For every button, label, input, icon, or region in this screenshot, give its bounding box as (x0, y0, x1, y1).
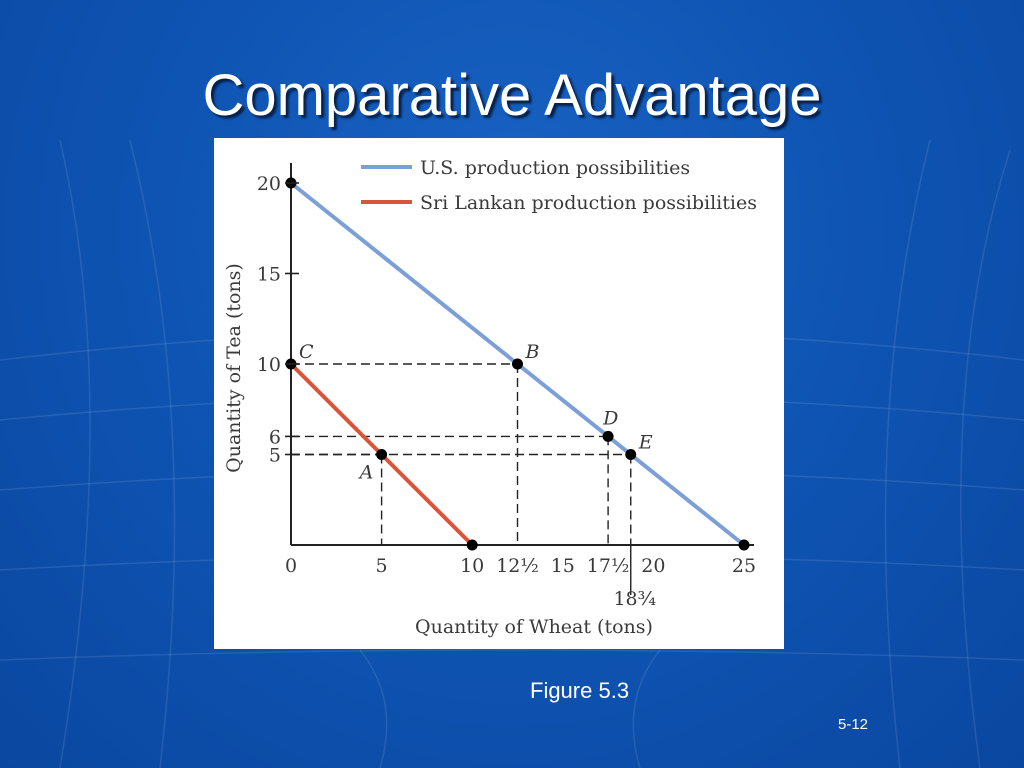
point-B (512, 358, 523, 370)
point-label-A: A (358, 462, 374, 484)
y-tick-label-2: 10 (257, 354, 281, 376)
x-tick-label-4: 15 (551, 555, 575, 577)
x-tick-label-6: 20 (641, 555, 665, 577)
y-tick-label-1: 15 (257, 264, 281, 286)
y-tick-label-3: 6 (269, 426, 281, 448)
point-label-B: B (525, 341, 540, 363)
y-tick-label-4: 5 (269, 445, 281, 467)
endpoint-1 (738, 539, 750, 551)
x-tick-label-0: 0 (285, 555, 297, 577)
point-label-D: D (602, 407, 618, 429)
x-tick-label-2: 10 (460, 555, 484, 577)
point-E (625, 449, 637, 460)
legend-label-0: U.S. production possibilities (420, 157, 690, 179)
point-D (602, 430, 614, 442)
legend-label-1: Sri Lankan production possibilities (420, 192, 757, 214)
endpoint-2 (466, 539, 478, 551)
y-axis-label: Quantity of Tea (tons) (223, 263, 245, 473)
x-tick-label-5: 17½ (587, 555, 630, 577)
slide-number: 5-12 (838, 716, 869, 733)
slide-title: Comparative Advantage (202, 63, 822, 128)
y-tick-label-0: 20 (257, 173, 281, 195)
x-tick-label-1: 5 (376, 555, 388, 577)
figure-caption: Figure 5.3 (530, 678, 630, 703)
point-label-C: C (299, 341, 314, 363)
x-tick-label-3: 12½ (496, 555, 539, 577)
point-label-E: E (638, 432, 653, 454)
x-tick-label-7: 25 (732, 555, 756, 577)
x-axis-label: Quantity of Wheat (tons) (415, 616, 653, 638)
point-A (376, 449, 388, 460)
x-tick-extra-label-0: 18¾ (613, 588, 656, 610)
